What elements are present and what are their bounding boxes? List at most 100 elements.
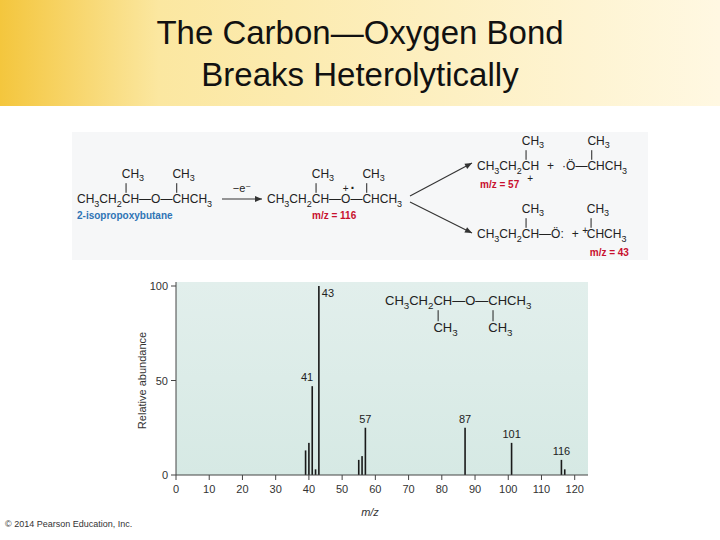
y-tick-label: 100 [150,280,168,292]
copyright: © 2014 Pearson Education, Inc. [5,519,132,529]
branch: CH3 [587,202,609,219]
y-tick [171,286,176,287]
subscript: 3 [380,173,385,183]
x-tick [176,475,177,480]
bond [526,218,527,228]
formula-run: CH [409,293,428,308]
x-tick [242,475,243,480]
scheme: CH3CH2CH—O—CHCH3CH3CH32-isopropoxybutane… [77,134,629,258]
peak [464,428,466,475]
plus-sign: + [547,159,554,173]
x-tick-label: 10 [203,483,215,495]
peak [564,469,566,475]
x-tick-label: 40 [303,483,315,495]
mz-label: m/z = 57 [480,179,520,190]
subscript: 3 [207,199,212,209]
branch: CH3 [488,320,512,338]
y-tick [171,380,176,381]
plot-area [176,282,588,475]
x-tick [375,475,376,480]
bond [316,183,317,193]
x-tick [209,475,210,480]
peak [315,469,317,475]
plus-sign: + [572,227,579,241]
x-tick-label: 50 [336,483,348,495]
formula-run: CH [122,167,139,181]
branch: CH3 [362,167,384,184]
formula-run: CH [99,192,116,206]
bond [438,310,439,321]
peak [308,443,310,475]
x-axis-label: m/z [361,506,379,518]
formula: CH3CH2CH—O—CHCH3 [77,192,212,209]
subscript: 3 [605,140,610,150]
x-tick-label: 80 [436,483,448,495]
branch: CH3 [587,134,609,151]
subscript: 3 [329,173,334,183]
formula-run: CH—Ö: [522,227,564,241]
formula-run: CH—O—CHCH [122,192,207,206]
compound-name: 2-isopropoxybutane [77,210,173,221]
subscript: 3 [526,300,531,311]
x-tick [408,475,409,480]
peak [561,460,563,475]
inset-structure: CH3CH2CH—O—CHCH3CH3CH3 [385,293,531,338]
branch: CH3 [522,134,544,151]
arrow-head [464,227,472,233]
peak-label: 116 [553,445,571,457]
title: The Carbon—Oxygen Bond Breaks Heterolytic… [156,14,563,93]
y-tick-label: 50 [156,375,168,387]
peak-label: 41 [301,371,313,383]
formula-run: CH [522,134,539,148]
x-tick-label: 60 [369,483,381,495]
formula: CHCH3 [587,227,627,244]
scheme-panel [72,132,648,260]
formula-run: CH [477,159,494,173]
subscript: 3 [622,166,627,176]
subscript: 3 [139,173,144,183]
formula: CH3CH2CH—O—CHCH3 [267,192,402,209]
formula: CH3CH2CH—O—CHCH3 [385,293,531,311]
header-band [0,0,720,106]
charge: + [343,183,349,194]
formula-run: CH [362,167,379,181]
y-tick [171,475,176,476]
charge: + [527,173,533,184]
x-tick-label: 110 [533,483,551,495]
peak [311,386,313,475]
formula-run: CH [289,192,306,206]
marks [305,286,566,475]
x-tick-label: 20 [236,483,248,495]
mz-label: m/z = 116 [312,210,357,221]
x-tick-label: 0 [173,483,179,495]
reagent: −e⁻ [233,182,252,194]
formula-run: CH [267,192,284,206]
formula-run: CH [587,202,604,216]
x-tick-label: 30 [270,483,282,495]
bond [126,183,127,193]
subscript: 3 [539,208,544,218]
arrow-shaft [410,202,472,233]
bond [526,150,527,160]
x-tick-label: 70 [402,483,414,495]
formula-run: CH [172,167,189,181]
formula-run: CH [385,293,404,308]
formula: ·Ö—CHCH3 [562,159,627,176]
title-line: The Carbon—Oxygen Bond [156,14,563,51]
formula-run: CHCH [587,227,622,241]
title-line: Breaks Heterolytically [201,56,519,93]
charge: + [582,225,588,236]
bond [591,218,592,228]
radical: · [350,180,355,196]
x-tick [574,475,575,480]
branch: CH3 [433,320,457,338]
arrow-head [255,196,262,202]
x-tick [308,475,309,480]
x-tick [508,475,509,480]
peak [305,450,307,475]
subscript: 3 [452,327,457,338]
y-tick-label: 0 [162,469,168,481]
bond [591,150,592,160]
formula-run: CH [499,227,516,241]
formula-run: CH [522,202,539,216]
